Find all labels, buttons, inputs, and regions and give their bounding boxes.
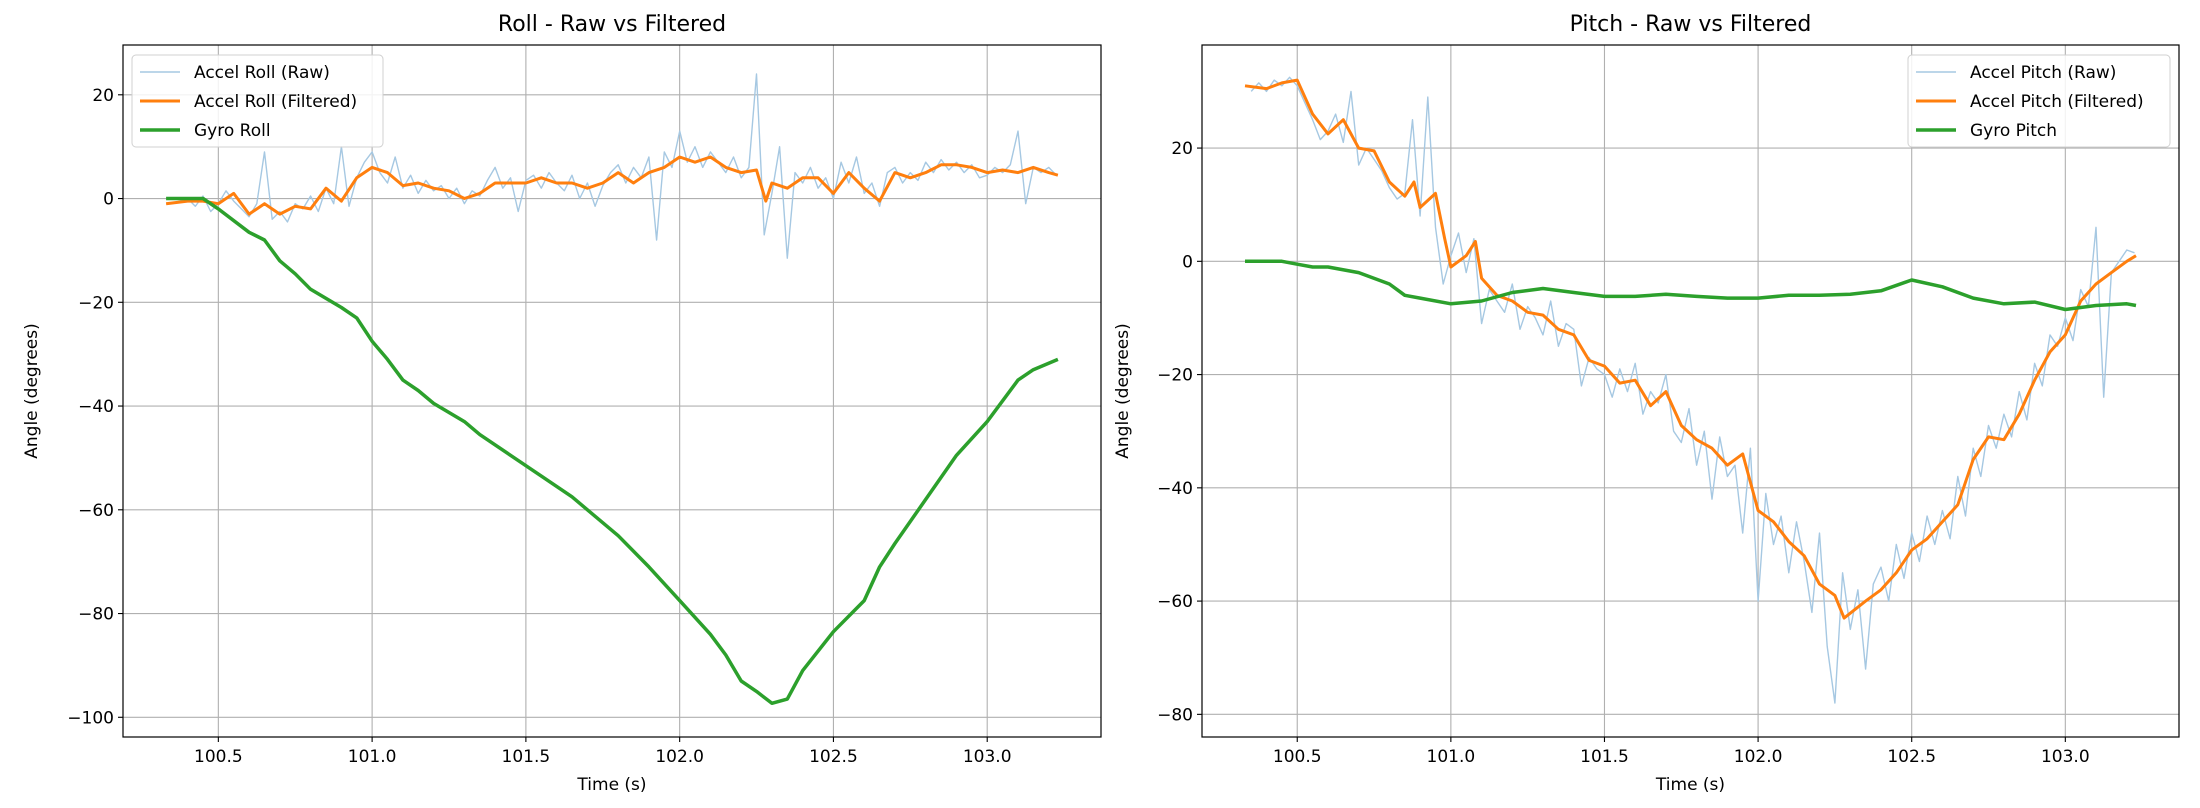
series-line-accel-roll-raw	[171, 73, 1057, 259]
y-tick-label: −40	[78, 397, 114, 417]
legend-label: Gyro Pitch	[1970, 121, 2057, 141]
y-axis-label: Angle (degrees)	[22, 323, 42, 458]
legend: Accel Pitch (Raw) Accel Pitch (Filtered) G…	[1907, 54, 2171, 148]
x-tick-label: 102.0	[655, 747, 704, 767]
legend-label: Accel Pitch (Raw)	[1970, 63, 2116, 83]
y-tick-label: 0	[103, 190, 114, 210]
y-tick-label: −20	[1157, 366, 1193, 386]
y-tick-label: −100	[67, 708, 114, 728]
y-tick-label: −60	[78, 501, 114, 521]
y-tick-label: −20	[78, 293, 114, 313]
y-tick-label: 0	[1182, 252, 1193, 272]
x-tick-label: 101.5	[502, 747, 551, 767]
legend-box	[1907, 54, 2171, 148]
legend-label: Accel Roll (Raw)	[194, 63, 330, 83]
x-tick-label: 101.0	[348, 747, 397, 767]
x-tick-label: 101.5	[1580, 747, 1629, 767]
legend-label: Accel Roll (Filtered)	[194, 92, 357, 112]
x-tick-label: 100.5	[1273, 747, 1322, 767]
y-tick-label: −80	[1157, 705, 1193, 725]
series-line-accel-pitch-filtered	[1244, 78, 2137, 620]
y-tick-label: 20	[1171, 139, 1193, 159]
x-tick-label: 102.5	[809, 747, 858, 767]
legend-label: Gyro Roll	[194, 121, 271, 141]
y-axis-label: Angle (degrees)	[1113, 323, 1133, 458]
x-tick-label: 100.5	[194, 747, 243, 767]
series-line-accel-roll-filtered	[165, 155, 1059, 216]
legend-label: Accel Pitch (Filtered)	[1970, 92, 2144, 112]
axes-frame	[122, 44, 1102, 738]
x-axis-label: Time (s)	[1655, 775, 1725, 795]
series-line-gyro-pitch	[1245, 259, 2137, 312]
y-tick-label: −80	[78, 605, 114, 625]
axes-frame	[1201, 44, 2180, 738]
y-tick-label: −60	[1157, 592, 1193, 612]
x-tick-label: 102.0	[1734, 747, 1783, 767]
x-tick-label: 103.0	[2041, 747, 2090, 767]
chart-title: Roll - Raw vs Filtered	[498, 12, 726, 37]
series-line-gyro-roll	[166, 196, 1059, 706]
x-tick-label: 102.5	[1887, 747, 1936, 767]
subplot-pitch: 100.5 101.0 101.5 102.0 102.5 103.0 −80 −60 −40 −…	[1113, 12, 2180, 795]
x-tick-label: 101.0	[1427, 747, 1476, 767]
chart-title: Pitch - Raw vs Filtered	[1570, 12, 1812, 37]
subplot-roll: 100.5 101.0 101.5 102.0 102.5 103.0 −100 −80 −60…	[22, 12, 1102, 795]
x-axis-label: Time (s)	[576, 775, 646, 795]
legend-box	[131, 54, 384, 148]
legend: Accel Roll (Raw) Accel Roll (Filtered) Gyr…	[131, 54, 384, 148]
y-tick-label: −40	[1157, 479, 1193, 499]
x-tick-label: 103.0	[963, 747, 1012, 767]
y-tick-label: 20	[92, 86, 114, 106]
